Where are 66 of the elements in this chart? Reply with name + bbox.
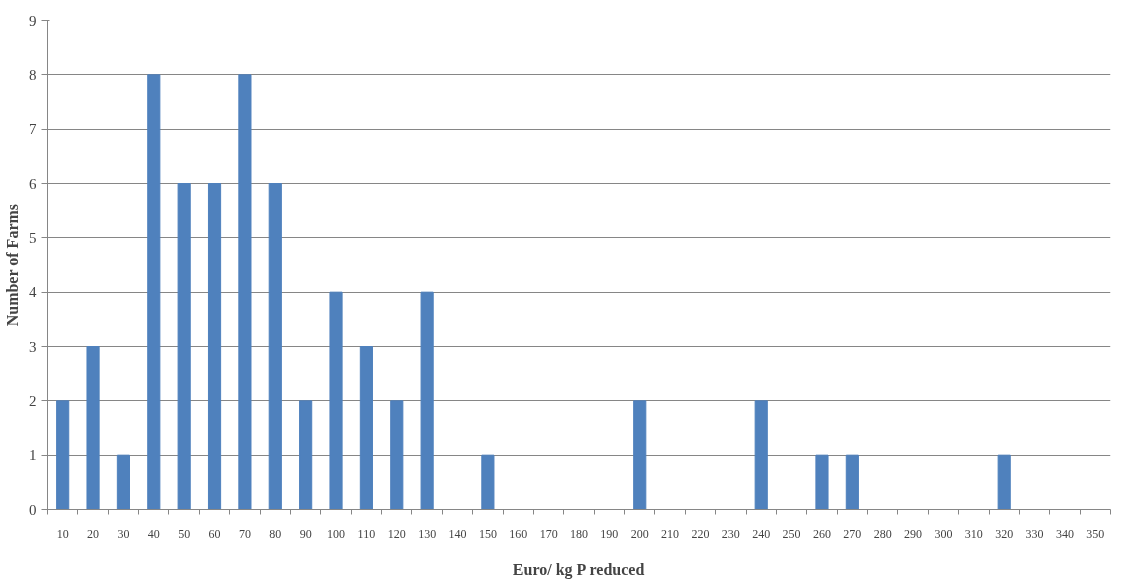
x-tick-label: 250 (782, 526, 801, 541)
y-tick-label: 9 (29, 12, 37, 29)
x-tick-label: 120 (387, 526, 406, 541)
x-tick-label: 350 (1086, 526, 1105, 541)
x-tick-label: 150 (478, 526, 497, 541)
x-tick-label: 160 (509, 526, 528, 541)
x-tick-label: 90 (299, 526, 312, 541)
bar (86, 346, 100, 510)
x-tick-label: 190 (600, 526, 619, 541)
x-tick-label: 50 (178, 526, 191, 541)
x-tick-label: 40 (147, 526, 160, 541)
y-tick-label: 6 (29, 175, 37, 192)
bar (815, 454, 829, 510)
x-tick-label: 210 (661, 526, 680, 541)
y-tick-label: 1 (29, 447, 37, 464)
x-tick-label: 290 (904, 526, 923, 541)
x-tick-label: 170 (539, 526, 558, 541)
x-tick-label: 10 (56, 526, 69, 541)
x-axis-title: Euro/ kg P reduced (512, 560, 645, 579)
bar (329, 291, 343, 510)
bar (238, 74, 252, 510)
x-tick-label: 80 (269, 526, 282, 541)
bar (390, 400, 404, 510)
y-axis-title: Number of Farms (4, 203, 21, 327)
x-tick-label: 110 (357, 526, 376, 541)
y-tick-label: 7 (29, 121, 37, 138)
x-tick-label: 140 (448, 526, 467, 541)
x-tick-label: 30 (117, 526, 130, 541)
x-tick-label: 300 (934, 526, 953, 541)
bar (359, 346, 373, 510)
bar (116, 454, 130, 510)
bar (420, 291, 434, 510)
x-tick-label: 310 (964, 526, 983, 541)
x-tick-label: 260 (812, 526, 831, 541)
bar (56, 400, 70, 510)
bar (268, 183, 282, 510)
bar (299, 400, 313, 510)
x-tick-label: 240 (752, 526, 771, 541)
bar (633, 400, 647, 510)
x-tick-label: 320 (995, 526, 1014, 541)
bar (481, 454, 495, 510)
x-tick-label: 230 (721, 526, 740, 541)
x-tick-label: 280 (873, 526, 892, 541)
bar (177, 183, 191, 510)
x-tick-label: 100 (327, 526, 346, 541)
bar (997, 454, 1011, 510)
y-tick-label: 5 (29, 229, 37, 246)
x-tick-label: 60 (208, 526, 221, 541)
x-tick-label: 20 (87, 526, 100, 541)
y-tick-label: 2 (29, 392, 37, 409)
x-tick-label: 70 (238, 526, 251, 541)
x-tick-label: 220 (691, 526, 710, 541)
x-tick-label: 200 (630, 526, 649, 541)
x-tick-label: 330 (1025, 526, 1044, 541)
x-tick-label: 270 (843, 526, 862, 541)
x-tick-label: 180 (570, 526, 588, 541)
x-tick-label: 340 (1055, 526, 1074, 541)
x-tick-label: 130 (418, 526, 437, 541)
y-tick-label: 4 (29, 284, 37, 301)
bar (207, 183, 222, 510)
bar (147, 74, 161, 510)
y-tick-label: 8 (29, 66, 37, 83)
y-tick-label: 3 (29, 338, 37, 355)
bar (845, 454, 859, 510)
bar (754, 400, 768, 510)
y-tick-label: 0 (29, 501, 37, 518)
